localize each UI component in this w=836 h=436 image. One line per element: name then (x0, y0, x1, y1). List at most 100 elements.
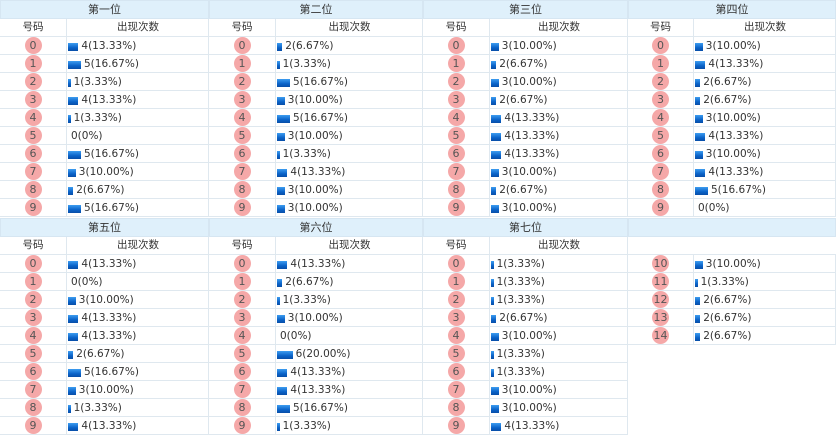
number-cell: 6 (209, 145, 276, 162)
frequency-bar (695, 314, 701, 323)
number-ball: 8 (24, 399, 42, 416)
table-row: 6 3(10.00%) (628, 145, 836, 163)
count-cell: 1(3.33%) (276, 145, 423, 162)
number-cell: 3 (628, 91, 694, 108)
number-ball: 6 (447, 145, 465, 162)
count-label: 2(6.67%) (703, 93, 752, 106)
number-cell: 6 (209, 363, 276, 380)
number-cell (628, 381, 694, 399)
number-cell: 0 (209, 37, 276, 54)
frequency-bar (491, 332, 499, 341)
table-row: 2 1(3.33%) (0, 73, 209, 91)
frequency-bar (277, 132, 285, 141)
number-cell: 4 (423, 327, 490, 344)
table-row: 0 3(10.00%) (423, 37, 628, 55)
frequency-bar (277, 204, 285, 213)
frequency-bar (68, 42, 79, 51)
table-row (628, 399, 836, 417)
frequency-bar (68, 314, 79, 323)
table-row: 7 3(10.00%) (423, 163, 628, 181)
frequency-bar (695, 132, 706, 141)
table-row: 8 5(16.67%) (209, 399, 423, 417)
number-cell: 4 (0, 109, 67, 126)
number-cell: 8 (423, 399, 490, 416)
table-row (628, 363, 836, 381)
count-label: 4(13.33%) (81, 257, 137, 270)
table-row: 1 1(3.33%) (423, 273, 628, 291)
number-cell: 5 (209, 345, 276, 362)
count-cell: 3(10.00%) (276, 199, 423, 216)
frequency-bar (491, 132, 502, 141)
number-cell: 5 (628, 127, 694, 144)
frequency-bar (277, 186, 285, 195)
frequency-bar (491, 60, 497, 69)
count-label: 1(3.33%) (496, 275, 545, 288)
count-label: 2(6.67%) (499, 183, 548, 196)
frequency-bar (695, 150, 703, 159)
number-cell: 1 (423, 55, 490, 72)
number-ball: 7 (447, 381, 465, 398)
frequency-bar (68, 350, 74, 359)
number-ball: 9 (447, 417, 465, 434)
count-cell: 1(3.33%) (276, 417, 423, 434)
frequency-bar (277, 114, 290, 123)
number-cell (628, 345, 694, 363)
count-cell: 3(10.00%) (490, 73, 628, 90)
frequency-bar (491, 96, 497, 105)
position-table: 第三位 号码 出现次数 0 3(10.00%) 1 2(6.67%) 2 3(10.00%) 3 2… (423, 0, 628, 217)
count-label: 2(6.67%) (285, 275, 334, 288)
table-row: 6 1(3.33%) (209, 145, 423, 163)
column-header-number (628, 237, 694, 254)
count-label: 3(10.00%) (501, 39, 557, 52)
number-cell: 6 (423, 145, 490, 162)
count-label: 5(16.67%) (84, 365, 139, 378)
count-cell: 1(3.33%) (276, 291, 423, 308)
table-row: 4 3(10.00%) (423, 327, 628, 345)
number-ball: 2 (233, 291, 251, 308)
count-cell: 4(13.33%) (67, 37, 209, 54)
count-label: 5(16.67%) (293, 401, 348, 414)
number-cell: 3 (209, 309, 276, 326)
number-ball: 4 (447, 327, 465, 344)
table-row: 5 4(13.33%) (628, 127, 836, 145)
table-row: 2 3(10.00%) (0, 291, 209, 309)
count-cell (694, 363, 836, 381)
position-title: 第一位 (0, 0, 209, 19)
column-header-count: 出现次数 (276, 237, 423, 254)
count-cell: 0(0%) (694, 199, 836, 216)
count-label: 3(10.00%) (501, 401, 557, 414)
table-row: 3 4(13.33%) (0, 309, 209, 327)
frequency-bar (68, 150, 81, 159)
count-label: 4(13.33%) (290, 383, 346, 396)
number-ball: 7 (447, 163, 465, 180)
position-title: 第五位 (0, 218, 209, 237)
count-cell: 4(13.33%) (694, 163, 836, 180)
number-ball: 7 (24, 163, 42, 180)
count-cell: 2(6.67%) (490, 181, 628, 198)
frequency-bar (695, 96, 701, 105)
frequency-bar (68, 96, 79, 105)
table-row: 5 0(0%) (0, 127, 209, 145)
number-cell: 0 (628, 37, 694, 54)
count-label: 4(13.33%) (504, 419, 560, 432)
number-cell: 1 (423, 273, 490, 290)
number-ball: 5 (24, 127, 42, 144)
table-row: 1 2(6.67%) (209, 273, 423, 291)
number-cell: 1 (0, 55, 67, 72)
frequency-bar (491, 204, 499, 213)
count-label: 5(16.67%) (293, 75, 348, 88)
count-label: 0(0%) (71, 129, 103, 142)
count-cell: 6(20.00%) (276, 345, 423, 362)
count-cell: 2(6.67%) (694, 291, 836, 308)
number-ball: 6 (233, 363, 251, 380)
column-header-row: 号码 出现次数 (423, 237, 628, 255)
table-row: 0 2(6.67%) (209, 37, 423, 55)
table-row: 8 1(3.33%) (0, 399, 209, 417)
column-header-count: 出现次数 (490, 237, 628, 254)
number-cell: 9 (209, 417, 276, 434)
count-label: 4(13.33%) (504, 129, 560, 142)
number-cell: 1 (209, 273, 276, 290)
column-header-row: 号码 出现次数 (0, 19, 209, 37)
count-cell (694, 417, 836, 435)
column-header-count: 出现次数 (67, 19, 209, 36)
